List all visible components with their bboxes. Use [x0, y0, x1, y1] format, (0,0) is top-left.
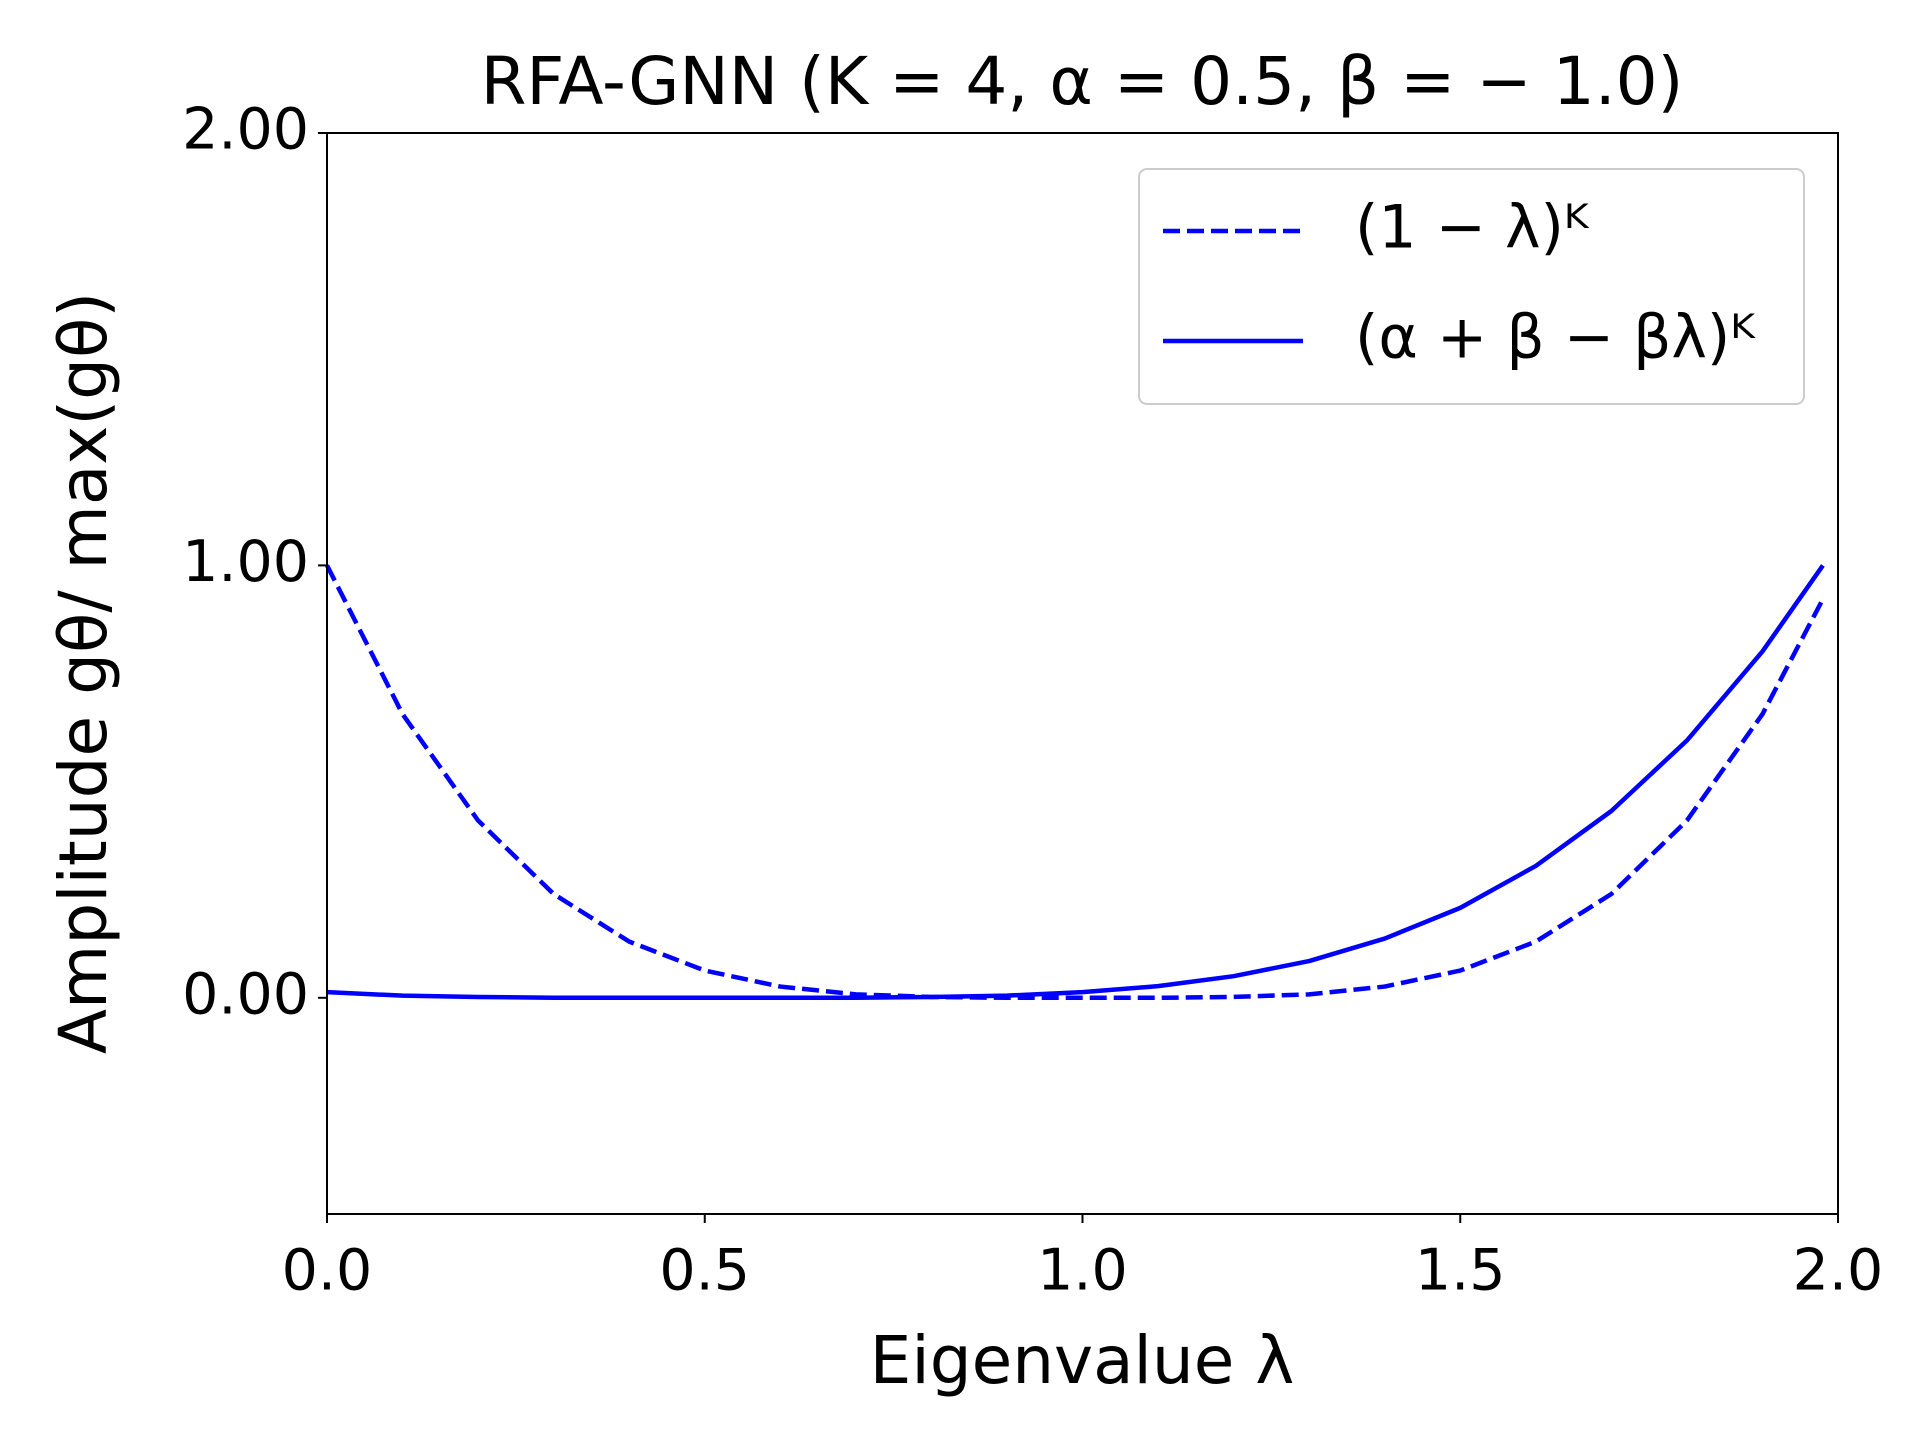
legend-label: (1 − λ)ᴷ	[1355, 193, 1590, 263]
x-tick-label: 2.0	[1793, 1238, 1884, 1304]
y-tick-label: 0.00	[182, 961, 309, 1027]
legend-box	[1138, 168, 1805, 405]
x-tick-label: 1.5	[1415, 1238, 1506, 1304]
x-tick-label: 0.0	[282, 1238, 373, 1304]
line-series	[326, 564, 1825, 1001]
x-tick-label: 0.5	[659, 1238, 750, 1304]
y-tick-label: 2.00	[182, 97, 309, 163]
y-tick-label: 1.00	[182, 529, 309, 595]
plot-frame	[326, 132, 1839, 1215]
y-axis-label: Amplitude gθ/ max(gθ)	[45, 292, 122, 1054]
x-tick-label: 1.0	[1037, 1238, 1128, 1304]
legend-label: (α + β − βλ)ᴷ	[1355, 303, 1756, 373]
chart-title: RFA-GNN (K = 4, α = 0.5, β = − 1.0)	[481, 43, 1684, 120]
line-series	[324, 564, 1825, 1001]
x-axis-label: Eigenvalue λ	[870, 1322, 1295, 1399]
